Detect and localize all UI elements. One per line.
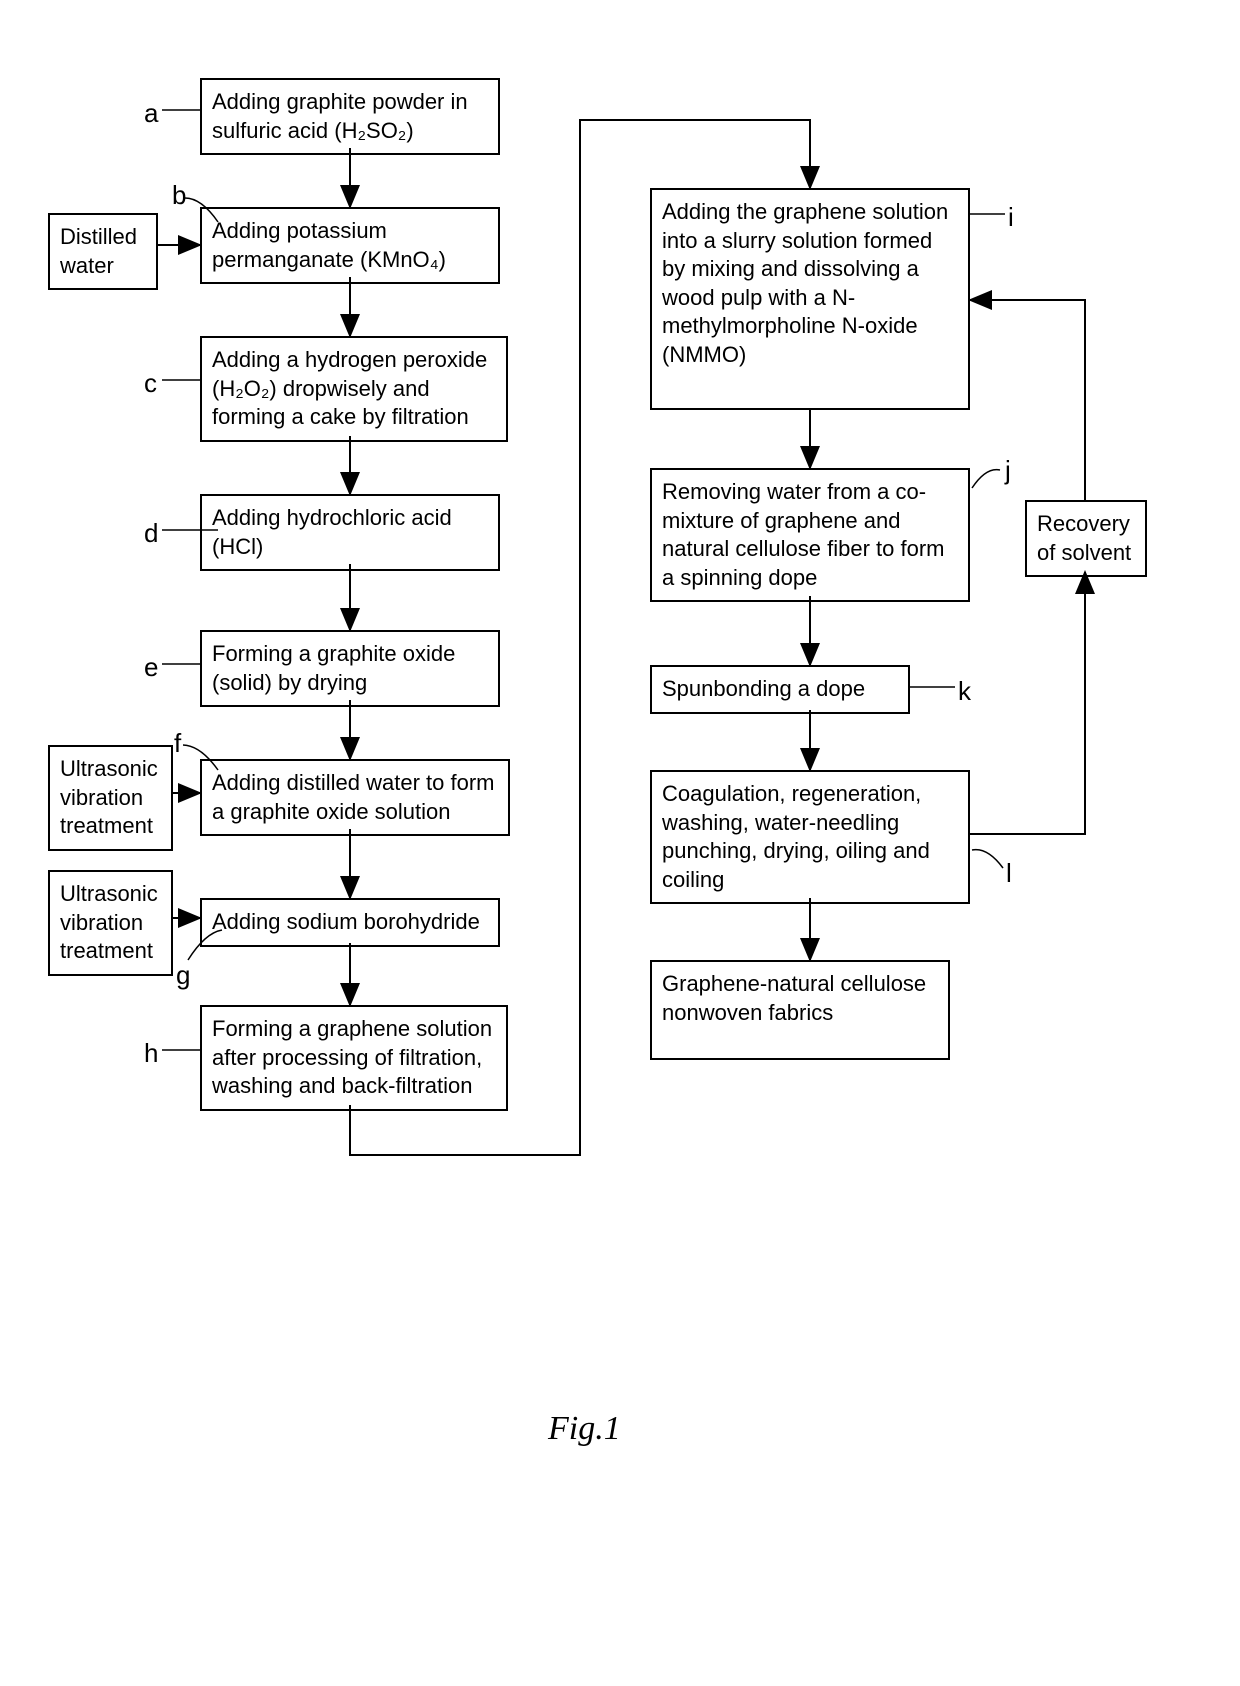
- box-e: Forming a graphite oxide (solid) by dryi…: [200, 630, 500, 707]
- label-f: f: [174, 728, 181, 759]
- label-c: c: [144, 368, 157, 399]
- box-g: Adding sodium borohydride: [200, 898, 500, 947]
- box-uvt1: Ultrasonic vibration treatment: [48, 745, 173, 851]
- label-l: l: [1006, 858, 1012, 889]
- label-g: g: [176, 960, 190, 991]
- box-l: Coagulation, regeneration, washing, wate…: [650, 770, 970, 904]
- figure-caption: Fig.1: [548, 1410, 621, 1448]
- label-i: i: [1008, 202, 1014, 233]
- box-d: Adding hydrochloric acid (HCl): [200, 494, 500, 571]
- box-j: Removing water from a co-mixture of grap…: [650, 468, 970, 602]
- box-b: Adding potassium permanganate (KMnO₄): [200, 207, 500, 284]
- box-a: Adding graphite powder in sulfuric acid …: [200, 78, 500, 155]
- box-distilled-water: Distilled water: [48, 213, 158, 290]
- label-k: k: [958, 676, 971, 707]
- box-m: Graphene-natural cellulose nonwoven fabr…: [650, 960, 950, 1060]
- label-d: d: [144, 518, 158, 549]
- box-h: Forming a graphene solution after proces…: [200, 1005, 508, 1111]
- box-f: Adding distilled water to form a graphit…: [200, 759, 510, 836]
- label-h: h: [144, 1038, 158, 1069]
- label-j: j: [1005, 455, 1011, 486]
- label-a: a: [144, 98, 158, 129]
- box-recovery: Recovery of solvent: [1025, 500, 1147, 577]
- box-uvt2: Ultrasonic vibration treatment: [48, 870, 173, 976]
- box-k: Spunbonding a dope: [650, 665, 910, 714]
- box-c: Adding a hydrogen peroxide (H₂O₂) dropwi…: [200, 336, 508, 442]
- label-b: b: [172, 180, 186, 211]
- label-e: e: [144, 652, 158, 683]
- box-i: Adding the graphene solution into a slur…: [650, 188, 970, 410]
